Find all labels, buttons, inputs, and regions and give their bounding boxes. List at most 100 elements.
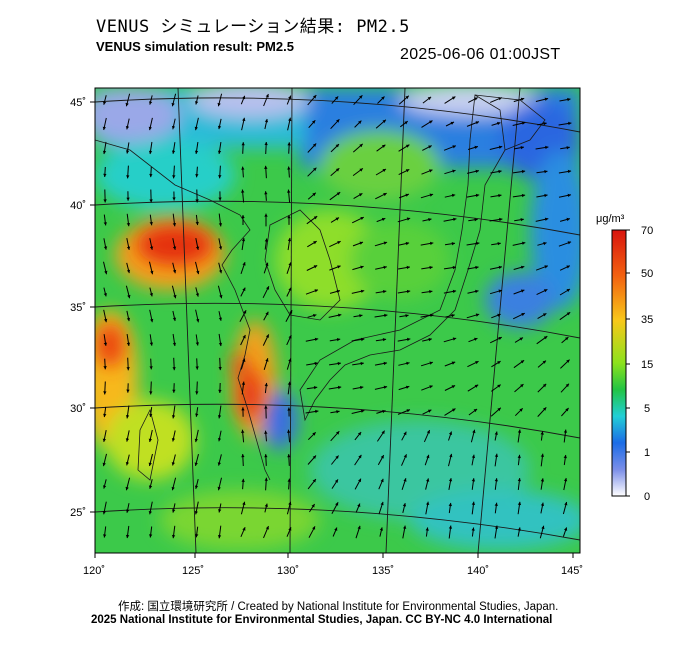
wind-arrow-head — [471, 501, 476, 505]
latitude-line-35 — [95, 302, 580, 339]
wind-arrow-head — [521, 193, 526, 198]
wind-arrow-head — [543, 241, 547, 246]
map-frame — [94, 87, 581, 554]
wind-arrow-head — [125, 486, 129, 491]
wind-arrow-head — [171, 534, 176, 539]
wind-arrow-head — [452, 265, 456, 270]
colorbar-tick-1: 1 — [644, 447, 650, 459]
wind-arrow-head — [403, 431, 407, 436]
wind-arrow-head — [242, 117, 246, 122]
wind-arrow-head — [217, 462, 221, 466]
wind-arrow-head — [172, 223, 177, 227]
wind-arrow-head — [405, 385, 410, 389]
wind-arrow-head — [360, 409, 365, 413]
wind-arrow-head — [336, 289, 340, 293]
wind-arrow-head — [404, 121, 408, 125]
wind-arrow-head — [545, 145, 549, 150]
wind-arrow-head — [196, 270, 200, 275]
wind-arrow-head — [149, 246, 154, 250]
wind-arrow-head — [217, 415, 222, 419]
wind-arrow-head — [474, 97, 478, 101]
wind-arrow-head — [171, 415, 176, 419]
wind-arrow-head — [218, 175, 222, 179]
wind-arrow-head — [172, 175, 176, 179]
wind-arrow-head — [382, 169, 386, 172]
wind-arrow-head — [242, 358, 246, 362]
wind-arrow-head — [265, 94, 269, 98]
wind-arrow-head — [338, 313, 342, 317]
wind-arrow-head — [217, 150, 222, 154]
wind-arrow-head — [149, 199, 153, 203]
wind-arrow-head — [195, 293, 199, 297]
wind-arrow-head — [335, 217, 339, 221]
wind-arrow-head — [264, 382, 268, 387]
wind-arrow-head — [264, 142, 268, 146]
wind-arrow-head — [380, 501, 384, 506]
wind-arrow-head — [312, 526, 316, 530]
wind-arrow-head — [336, 338, 341, 342]
wind-arrow-head — [194, 150, 199, 154]
wind-arrow-head — [429, 169, 433, 173]
wind-arrow-head — [242, 262, 246, 266]
wind-arrow-head — [150, 270, 154, 275]
wind-arrow-head — [334, 96, 339, 100]
pm25-field — [95, 88, 580, 553]
wind-arrow-head — [406, 217, 411, 221]
wind-arrow-head — [264, 430, 268, 434]
wind-arrow-head — [450, 121, 454, 125]
lon-tick-140: 140˚ — [467, 565, 489, 577]
colorbar-unit: μg/m³ — [596, 213, 625, 225]
wind-arrow-head — [566, 146, 570, 150]
wind-arrow-head — [475, 289, 479, 294]
wind-arrow-head — [315, 409, 319, 414]
wind-arrow-head — [148, 485, 153, 489]
wind-arrow-head — [403, 478, 407, 482]
wind-arrow-head — [126, 342, 131, 346]
wind-arrow-head — [336, 431, 340, 435]
wind-arrow-head — [314, 361, 318, 366]
wind-arrow-head — [359, 241, 363, 245]
wind-arrow-head — [194, 126, 198, 131]
wind-arrow-head — [474, 218, 478, 222]
wind-arrow-head — [520, 360, 525, 364]
wind-arrow-head — [426, 454, 430, 459]
wind-arrow-head — [565, 383, 569, 388]
wind-arrow-head — [452, 408, 456, 412]
wind-arrow-head — [379, 527, 383, 531]
wind-arrow-head — [102, 126, 106, 130]
wind-arrow-head — [172, 509, 176, 513]
wind-arrow-head — [313, 216, 318, 220]
wind-arrow-head — [567, 193, 571, 197]
wind-arrow-head — [195, 174, 199, 178]
wind-arrow-head — [449, 453, 453, 458]
wind-arrow-head — [540, 453, 545, 457]
wind-arrow-head — [429, 290, 433, 294]
wind-arrow-head — [475, 361, 479, 365]
latitude-line-40 — [95, 200, 580, 236]
wind-arrow-head — [475, 193, 480, 198]
wind-arrow-head — [426, 430, 430, 434]
wind-arrow-head — [452, 337, 457, 341]
wind-arrow-head — [430, 241, 434, 246]
wind-arrow-head — [448, 525, 453, 529]
wind-arrow-head — [451, 193, 456, 198]
wind-arrow-head — [382, 119, 386, 123]
wind-arrow-head — [429, 120, 433, 124]
wind-arrow-head — [429, 193, 434, 197]
wind-arrow-head — [218, 197, 222, 201]
wind-arrow-head — [125, 415, 130, 419]
wind-arrow-head — [242, 335, 246, 339]
wind-arrow-head — [497, 121, 501, 126]
wind-arrow-head — [336, 410, 340, 414]
wind-arrow-head — [451, 385, 456, 389]
wind-arrow-head — [380, 455, 384, 459]
wind-arrow-head — [521, 121, 526, 125]
wind-arrow-head — [563, 478, 568, 482]
wind-arrow-head — [381, 217, 386, 221]
wind-arrow-head — [520, 289, 525, 293]
wind-arrow-head — [265, 526, 269, 530]
wind-arrow-head — [451, 361, 456, 365]
wind-arrow-head — [499, 217, 503, 222]
wind-arrow-head — [172, 197, 176, 201]
wind-arrow-head — [497, 407, 501, 412]
